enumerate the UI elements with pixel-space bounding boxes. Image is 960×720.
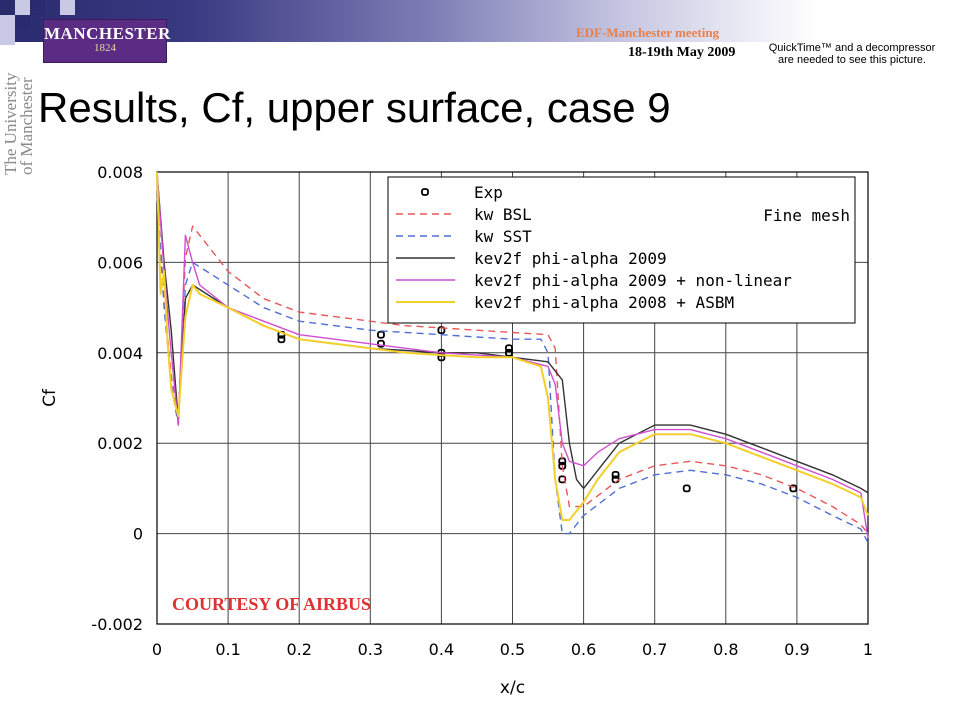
series-line-kev2f-phi-alpha-2008-asbm xyxy=(156,171,869,521)
quicktime-notice: QuickTime™ and a decompressor are needed… xyxy=(768,42,936,66)
x-axis-label: x/c xyxy=(500,678,525,698)
x-tick-label-6: 0.6 xyxy=(571,640,596,659)
x-tick-label-8: 0.8 xyxy=(713,640,738,659)
exp-point-0 xyxy=(277,335,286,344)
decorative-squares xyxy=(0,0,90,60)
legend-label-kw-bsl: kw BSL xyxy=(474,205,532,224)
courtesy-label: COURTESY OF AIRBUS xyxy=(172,594,372,614)
logo-year: 1824 xyxy=(94,42,116,54)
x-tick-label-7: 0.7 xyxy=(642,640,667,659)
meeting-label: EDF-Manchester meeting xyxy=(576,25,720,40)
legend-label-kev2f-phi-alpha-2009-non-linear: kev2f phi-alpha 2009 + non-linear xyxy=(474,271,792,290)
legend-label-kev2f-phi-alpha-2009: kev2f phi-alpha 2009 xyxy=(474,249,667,268)
x-tick-label-5: 0.5 xyxy=(500,640,525,659)
series-line-kw-bsl xyxy=(156,194,869,535)
exp-point-14 xyxy=(682,484,691,493)
y-tick-label-4: 0.006 xyxy=(97,253,143,272)
y-axis-label: Cf xyxy=(40,388,60,407)
x-tick-label-4: 0.4 xyxy=(429,640,454,659)
manchester-logo: MANCHESTER 1824 xyxy=(43,19,171,63)
legend-label-exp: Exp xyxy=(474,183,503,202)
chart-annotation: Fine mesh xyxy=(763,206,850,225)
exp-point-7 xyxy=(505,348,513,357)
series-line-kw-sst xyxy=(156,194,869,543)
x-tick-label-0: 0 xyxy=(152,640,162,659)
meeting-date: 18-19th May 2009 xyxy=(628,45,736,60)
x-tick-label-10: 1 xyxy=(863,640,873,659)
x-tick-label-3: 0.3 xyxy=(358,640,383,659)
exp-point-15 xyxy=(789,484,798,493)
logo-name: MANCHESTER xyxy=(44,24,171,43)
y-tick-label-1: 0 xyxy=(133,525,143,544)
exp-point-8 xyxy=(505,344,513,353)
legend-label-kw-sst: kw SST xyxy=(474,227,532,246)
y-tick-label-3: 0.004 xyxy=(97,344,143,363)
slide-title: Results, Cf, upper surface, case 9 xyxy=(38,84,671,131)
plot-frame xyxy=(156,171,869,625)
y-tick-label-0: -0.002 xyxy=(91,615,143,634)
x-tick-label-2: 0.2 xyxy=(286,640,311,659)
legend-marker-exp xyxy=(421,188,429,196)
exp-point-13 xyxy=(611,470,620,479)
y-tick-label-2: 0.002 xyxy=(97,434,143,453)
y-tick-label-5: 0.008 xyxy=(97,163,143,182)
x-tick-label-9: 0.9 xyxy=(784,640,809,659)
exp-point-2 xyxy=(377,339,385,348)
exp-point-3 xyxy=(377,330,385,339)
legend-box xyxy=(387,176,856,324)
legend-label-kev2f-phi-alpha-2008-asbm: kev2f phi-alpha 2008 + ASBM xyxy=(474,293,734,312)
x-tick-label-1: 0.1 xyxy=(215,640,240,659)
